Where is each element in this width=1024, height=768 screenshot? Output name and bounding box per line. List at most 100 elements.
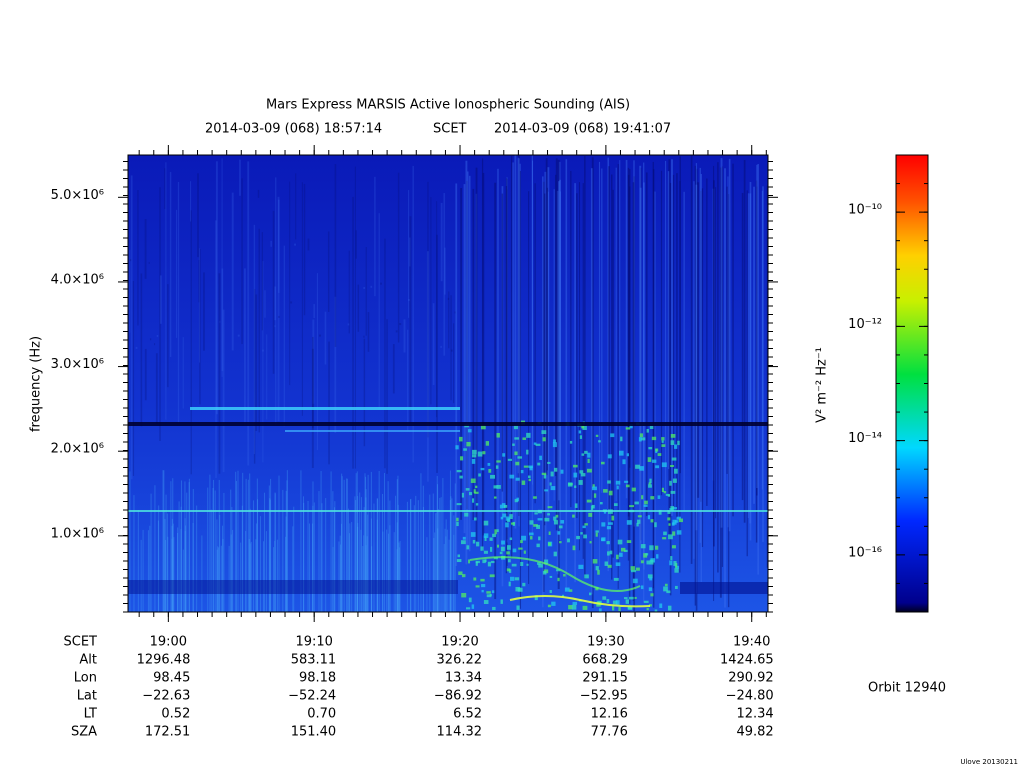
colorbar-tick-label: 10⁻¹² <box>848 317 882 332</box>
spectrogram-speckle <box>595 532 598 537</box>
y-tick-label: 1.0×10⁶ <box>51 526 104 541</box>
spectrogram-streak <box>721 166 724 567</box>
spectrogram-streak <box>542 176 544 608</box>
spectrogram-streak <box>274 540 276 612</box>
spectrogram-streak <box>264 290 266 318</box>
spectrogram-speckle <box>470 532 476 537</box>
spectrogram-speckle <box>563 574 566 577</box>
spectrogram-speckle <box>634 596 637 599</box>
spectrogram-streak <box>261 232 263 331</box>
spectrogram-speckle <box>581 425 585 429</box>
spectrogram-streak <box>728 158 731 532</box>
x-tick-label: 19:20 <box>441 635 478 650</box>
spectrogram-streak <box>612 189 614 558</box>
spectrogram-speckle <box>638 437 642 442</box>
spectrogram-speckle <box>517 587 523 592</box>
spectrogram-streak <box>285 536 287 612</box>
spectrogram-speckle <box>480 578 485 582</box>
spectrogram-streak <box>177 532 179 612</box>
spectrogram-streak <box>365 545 367 612</box>
spectrogram-streak <box>334 501 336 612</box>
spectrogram-speckle <box>670 556 673 561</box>
spectrogram-speckle <box>468 597 472 603</box>
spectrogram-speckle <box>463 448 467 451</box>
spectrogram-speckle <box>478 473 481 477</box>
spectrogram-streak <box>182 337 184 409</box>
spectrogram-band <box>128 510 768 512</box>
spectrogram-streak <box>332 546 334 612</box>
spectrogram-streak <box>184 481 186 612</box>
spectrogram-speckle <box>549 575 553 578</box>
spectrogram-speckle <box>640 544 646 549</box>
spectrogram-streak <box>137 190 139 326</box>
spectrogram-speckle <box>606 541 610 545</box>
ephemeris-value: 290.92 <box>728 671 774 686</box>
spectrogram-speckle <box>509 514 513 520</box>
spectrogram-speckle <box>480 467 485 471</box>
spectrogram-streak <box>640 167 642 541</box>
spectrogram-streak <box>706 178 708 506</box>
spectrogram-streak <box>455 183 458 566</box>
spectrogram-streak <box>290 301 293 304</box>
spectrogram-speckle <box>628 596 634 600</box>
spectrogram-streak <box>172 523 174 612</box>
ephemeris-value: 1296.48 <box>137 653 191 668</box>
spectrogram-streak <box>189 181 192 222</box>
spectrogram-speckle <box>471 498 475 503</box>
spectrogram-streak <box>301 182 303 416</box>
spectrogram-streak <box>273 547 275 612</box>
spectrogram-speckle <box>553 516 557 521</box>
spectrogram-speckle <box>646 608 649 611</box>
spectrogram-speckle <box>658 509 662 515</box>
spectrogram-speckle <box>475 503 479 506</box>
spectrogram-speckle <box>613 503 618 507</box>
spectrogram-speckle <box>529 520 534 525</box>
spectrogram-background <box>128 155 768 612</box>
spectrogram-streak <box>378 213 380 410</box>
spectrogram-speckle <box>509 537 513 541</box>
spectrogram-speckle <box>471 459 476 464</box>
spectrogram-streak <box>506 189 508 566</box>
spectrogram-streak <box>249 543 251 612</box>
spectrogram-streak <box>286 470 288 612</box>
spectrogram-streak <box>201 535 203 612</box>
spectrogram-streak <box>325 498 327 612</box>
spectrogram-speckle <box>626 484 630 488</box>
spectrogram-speckle <box>572 601 578 605</box>
spectrogram-streak <box>697 182 700 498</box>
spectrogram-streak <box>454 311 456 314</box>
spectrogram-streak <box>285 516 287 612</box>
spectrogram-speckle <box>630 570 636 573</box>
spectrogram-streak <box>163 470 165 612</box>
spectrogram-streak <box>253 288 256 464</box>
spectrogram-streak <box>542 181 545 592</box>
spectrogram-speckle <box>649 545 654 551</box>
ephemeris-value: 6.52 <box>453 707 482 722</box>
spectrogram-speckle <box>455 445 459 450</box>
spectrogram-speckle <box>671 457 677 461</box>
spectrogram-streak <box>221 268 224 372</box>
spectrogram-speckle <box>612 605 615 611</box>
spectrogram-streak <box>222 539 224 612</box>
spectrogram-streak <box>381 493 383 612</box>
spectrogram-streak <box>259 516 261 612</box>
spectrogram-streak <box>269 498 271 612</box>
spectrogram-speckle <box>635 567 640 571</box>
spectrogram-streak <box>277 196 280 422</box>
spectrogram-streak <box>180 528 182 612</box>
spectrogram-streak <box>219 514 221 612</box>
spectrogram-streak <box>293 506 295 612</box>
spectrogram-band <box>285 430 460 432</box>
spectrogram-streak <box>366 536 368 612</box>
spectrogram-streak <box>276 539 278 612</box>
spectrogram-speckle <box>458 436 463 442</box>
spectrogram-streak <box>257 189 260 198</box>
spectrogram-streak <box>357 284 360 332</box>
spectrogram-streak <box>312 523 314 612</box>
spectrogram-streak <box>690 155 693 564</box>
spectrogram-speckle <box>615 600 620 605</box>
spectrogram-streak <box>170 481 172 612</box>
spectrogram-streak <box>475 193 478 507</box>
spectrogram-streak <box>643 162 645 603</box>
spectrogram-streak <box>355 230 357 259</box>
